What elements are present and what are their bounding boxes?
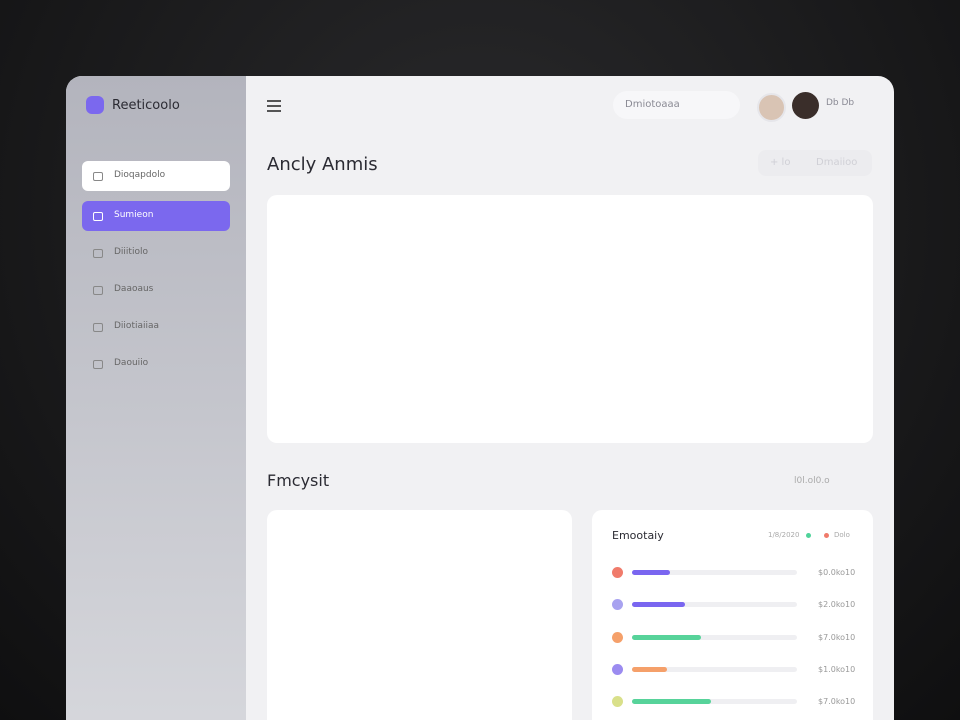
row-dot bbox=[612, 631, 623, 643]
nav-label: Dioqapdolo bbox=[114, 170, 166, 180]
dot bbox=[806, 533, 811, 538]
page-title: Ancly Anmis bbox=[267, 154, 378, 175]
button-text: + lo bbox=[770, 157, 791, 168]
nav-icon bbox=[93, 360, 103, 369]
row-label: $0.0ko10 bbox=[818, 568, 856, 577]
donut-chart: Emnoncio0/0/2020Dolo45.9%Cmpaaaaa83.2%83… bbox=[267, 510, 572, 720]
row-dot bbox=[612, 567, 623, 578]
section-link[interactable]: l0l.ol0.o bbox=[794, 476, 830, 486]
card-meta: Dolo bbox=[834, 531, 850, 539]
row-dot bbox=[612, 663, 623, 675]
row-dot bbox=[612, 599, 623, 611]
progress-bar bbox=[632, 602, 685, 608]
track bbox=[632, 634, 797, 640]
nav-label: Diiotiaiiaa bbox=[114, 321, 160, 331]
menu-icon[interactable] bbox=[267, 100, 281, 112]
nav-icon bbox=[93, 323, 103, 332]
nav-icon bbox=[93, 212, 103, 221]
brand: Reeticoolo bbox=[112, 98, 180, 113]
donut-card bbox=[267, 510, 572, 720]
track bbox=[632, 570, 797, 575]
progress-bar bbox=[632, 634, 702, 640]
progress-bar bbox=[632, 699, 712, 705]
track bbox=[632, 699, 797, 705]
nav-label: Daaoaus bbox=[114, 284, 154, 294]
nav-item[interactable]: Dioqapdolo bbox=[82, 161, 230, 191]
nav-item[interactable]: Sumieon bbox=[82, 201, 230, 231]
progress-bar bbox=[632, 666, 667, 672]
button[interactable]: + lo Dmaiioo bbox=[758, 150, 872, 176]
logo bbox=[86, 96, 104, 114]
avatar[interactable] bbox=[792, 92, 819, 119]
search[interactable]: Dmiotoaaa bbox=[613, 91, 740, 119]
track bbox=[632, 666, 797, 672]
row-label: $7.0ko10 bbox=[818, 632, 856, 642]
row-label: $2.0ko10 bbox=[818, 600, 856, 610]
progress-list: Emootaiy 1/8/2020 Dolo $0.0ko10 $2.0ko10 $7.0… bbox=[592, 510, 873, 720]
search-text: Dmiotoaaa bbox=[625, 99, 680, 110]
chart-card bbox=[267, 195, 873, 443]
avatar[interactable] bbox=[757, 93, 786, 122]
nav-item[interactable]: Daaoaus bbox=[82, 275, 230, 305]
progress-bar bbox=[632, 570, 670, 575]
row-label: $7.0ko10 bbox=[818, 697, 856, 707]
section-title: Fmcysit bbox=[267, 471, 330, 490]
card-title: Emootaiy bbox=[612, 529, 664, 542]
nav-label: Sumieon bbox=[114, 210, 154, 220]
nav-icon bbox=[93, 286, 103, 295]
nav-icon bbox=[93, 172, 103, 181]
track bbox=[632, 602, 797, 608]
app-window: Reeticoolo Dioqapdolo Sumieon Diiitiolo Daa… bbox=[66, 76, 894, 720]
nav-item[interactable]: Diiotiaiiaa bbox=[82, 312, 230, 342]
nav-label: Diiitiolo bbox=[114, 247, 148, 257]
dot bbox=[824, 533, 829, 538]
line-chart: EmnlaiaagDaaniaigSbaaiagDmaaat0000000050… bbox=[267, 195, 873, 443]
user-text: Db Db bbox=[826, 98, 855, 108]
nav-item[interactable]: Daouiio bbox=[82, 349, 230, 379]
nav-icon bbox=[93, 249, 103, 258]
nav-label: Daouiio bbox=[114, 358, 149, 368]
button-text: Dmaiioo bbox=[816, 157, 858, 168]
sidebar: Reeticoolo Dioqapdolo Sumieon Diiitiolo Daa… bbox=[66, 76, 246, 720]
row-dot bbox=[612, 696, 623, 708]
row-label: $1.0ko10 bbox=[818, 664, 856, 674]
card-meta: 1/8/2020 bbox=[768, 531, 800, 539]
nav-item[interactable]: Diiitiolo bbox=[82, 238, 230, 268]
progress-card bbox=[592, 510, 873, 720]
